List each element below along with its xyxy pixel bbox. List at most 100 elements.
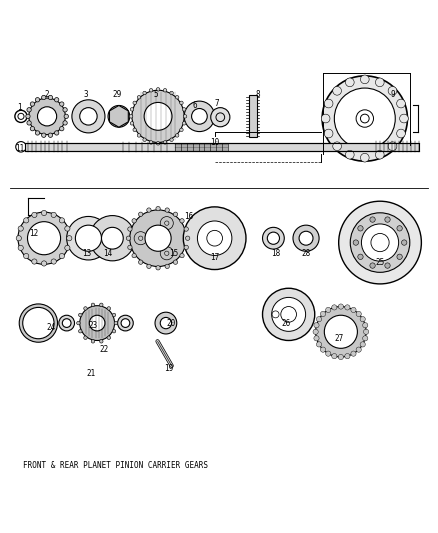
Circle shape [133,101,137,104]
Circle shape [156,142,160,145]
Circle shape [339,201,421,284]
Circle shape [170,91,173,95]
Polygon shape [110,106,128,127]
Circle shape [108,106,130,127]
Circle shape [272,311,279,318]
Circle shape [27,108,31,112]
Circle shape [184,115,187,118]
Circle shape [121,319,130,327]
Text: 23: 23 [88,321,97,330]
Circle shape [59,315,74,331]
Circle shape [314,322,319,328]
Circle shape [322,76,407,161]
Circle shape [107,306,110,310]
Circle shape [130,108,134,111]
Circle shape [361,224,399,261]
Circle shape [63,108,67,112]
Circle shape [30,126,35,131]
Circle shape [397,254,402,260]
Circle shape [54,98,59,102]
Circle shape [78,313,82,317]
Circle shape [211,108,230,127]
Circle shape [385,217,390,222]
Circle shape [89,315,105,331]
Text: 19: 19 [164,364,173,373]
Circle shape [78,329,82,333]
Text: 5: 5 [154,90,158,99]
Circle shape [67,236,72,241]
Circle shape [198,221,232,255]
Circle shape [75,225,102,251]
Text: 1: 1 [18,103,22,112]
Text: 16: 16 [184,212,193,221]
Circle shape [60,126,64,131]
Circle shape [128,245,132,249]
Circle shape [316,317,321,322]
Circle shape [16,236,21,241]
Circle shape [370,263,375,268]
Circle shape [59,218,64,223]
Circle shape [42,211,47,215]
Circle shape [112,313,116,317]
Circle shape [156,206,160,211]
Circle shape [321,347,325,352]
Text: 7: 7 [215,99,219,108]
Circle shape [147,208,151,212]
Circle shape [147,264,151,269]
Circle shape [173,260,178,264]
Circle shape [51,212,57,217]
Circle shape [29,98,65,135]
Circle shape [32,259,37,264]
Circle shape [324,129,333,138]
Circle shape [23,308,54,339]
Circle shape [262,228,284,249]
Circle shape [80,305,115,341]
Circle shape [65,245,70,251]
Circle shape [333,142,342,151]
Circle shape [370,217,375,222]
Circle shape [399,114,408,123]
Circle shape [402,240,407,245]
Circle shape [338,354,343,360]
Circle shape [19,304,57,342]
Bar [249,95,257,137]
Circle shape [325,351,331,356]
Circle shape [144,102,172,130]
Circle shape [64,114,68,118]
Circle shape [149,88,153,92]
Circle shape [32,212,37,217]
Circle shape [133,128,137,132]
Circle shape [363,336,368,341]
Circle shape [356,347,361,352]
Circle shape [185,236,190,240]
Circle shape [175,95,179,99]
Circle shape [360,154,369,162]
Circle shape [350,213,410,272]
Circle shape [132,219,136,223]
Bar [25,143,419,151]
Circle shape [114,321,117,325]
Text: 17: 17 [210,253,219,262]
Circle shape [35,98,40,102]
Circle shape [107,336,110,340]
Text: 27: 27 [334,334,343,343]
Circle shape [156,87,160,91]
Text: FRONT & REAR PLANET PINION CARRIER GEARS: FRONT & REAR PLANET PINION CARRIER GEARS [23,462,208,470]
Circle shape [128,227,132,231]
Circle shape [346,78,354,87]
Circle shape [351,351,356,356]
Circle shape [65,226,70,231]
Circle shape [48,133,53,138]
Text: 2: 2 [45,90,49,99]
Circle shape [338,304,343,309]
Circle shape [165,264,170,269]
Circle shape [397,225,402,231]
Circle shape [132,90,184,142]
Circle shape [356,311,361,317]
Circle shape [99,303,103,306]
Circle shape [324,315,357,349]
Text: 25: 25 [375,257,385,266]
Circle shape [155,312,177,334]
Circle shape [59,254,64,259]
Circle shape [102,228,123,249]
